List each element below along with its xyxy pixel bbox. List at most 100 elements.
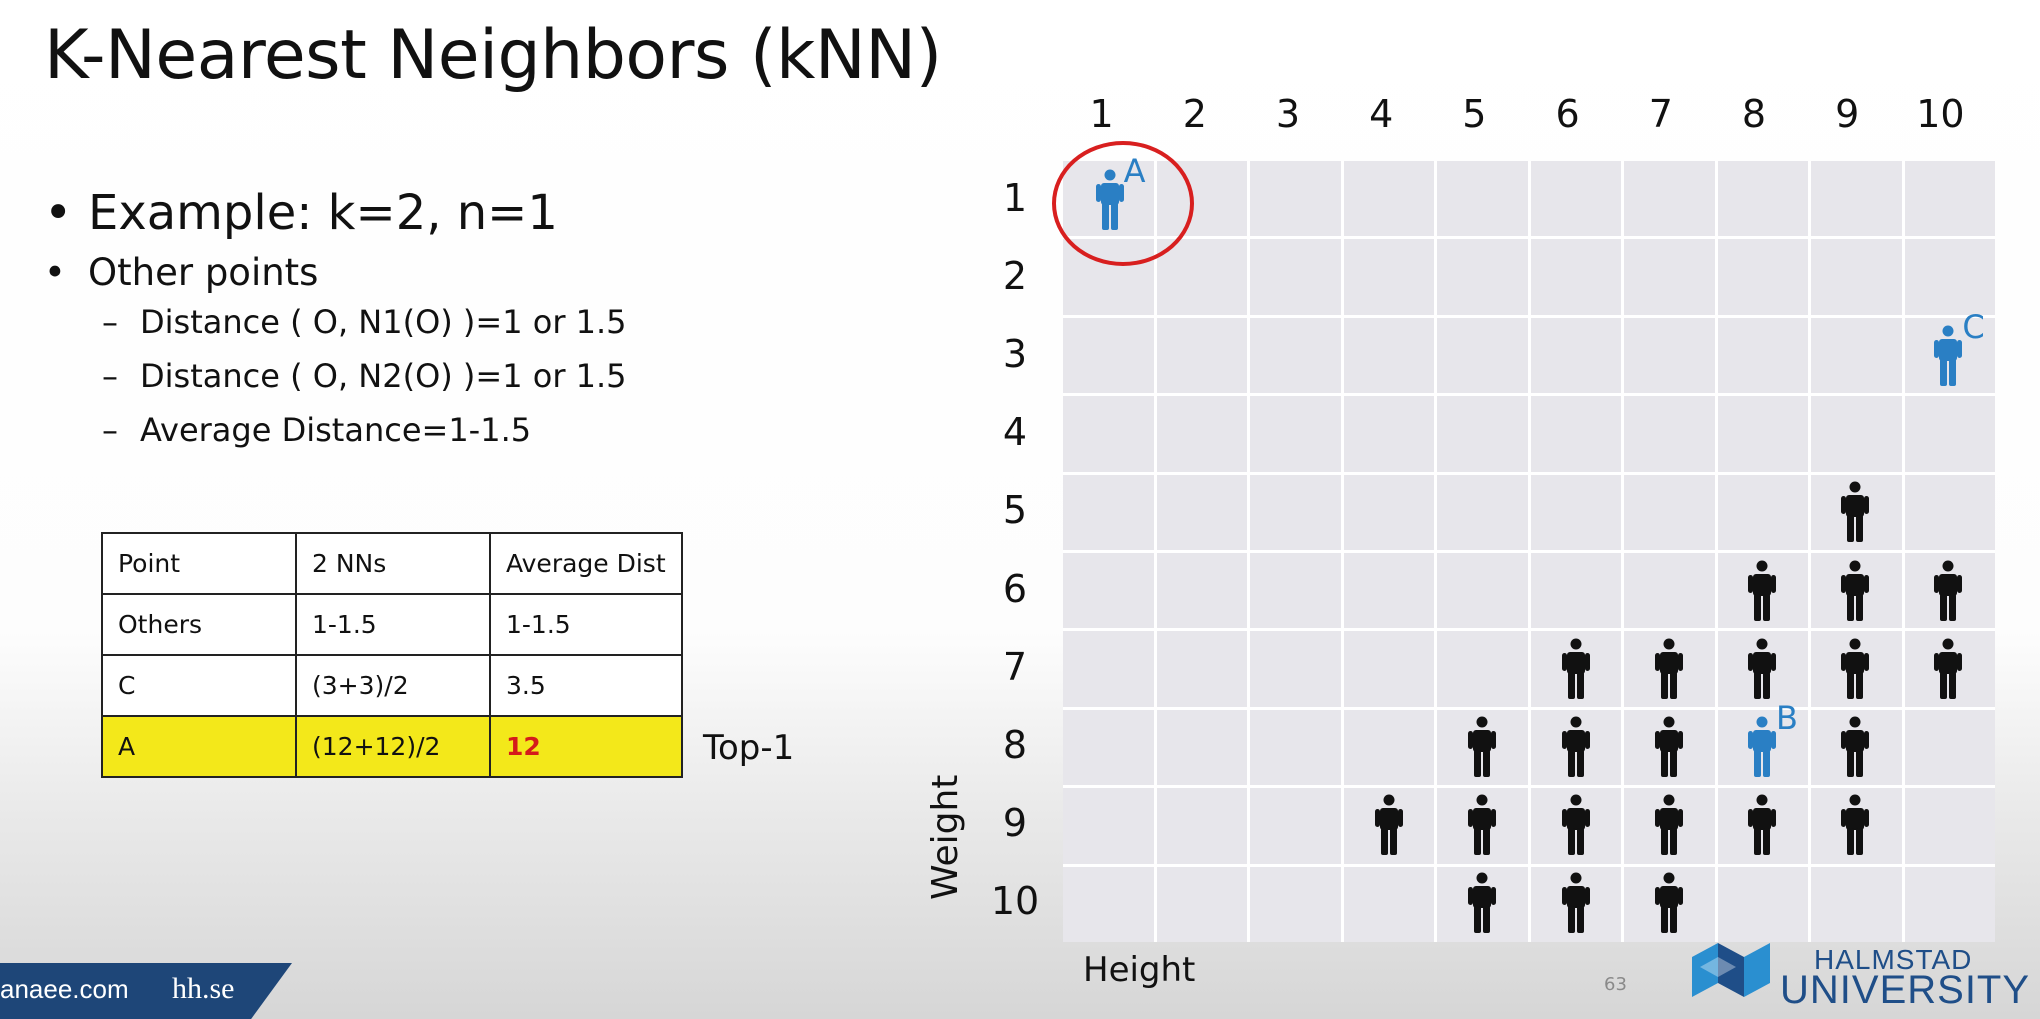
grid-cell bbox=[1904, 866, 1995, 942]
grid-cell bbox=[1343, 396, 1434, 472]
grid-cell bbox=[1624, 317, 1715, 394]
grid-cell bbox=[1624, 553, 1715, 629]
grid-cell bbox=[1156, 553, 1247, 629]
bullet-list: Example: k=2, n=1 Other points Distance … bbox=[44, 185, 627, 465]
person-icon bbox=[1840, 560, 1870, 622]
grid-cell bbox=[1250, 161, 1341, 237]
row-label: 6 bbox=[1002, 566, 1028, 611]
person-icon bbox=[1561, 638, 1591, 700]
sub-bullet-distance-1: Distance ( O, N1(O) )=1 or 1.5 bbox=[44, 303, 627, 357]
grid-cell bbox=[1250, 709, 1341, 786]
table-cell: 3.5 bbox=[489, 654, 683, 717]
grid-cell bbox=[1250, 239, 1341, 315]
grid-cell bbox=[1156, 474, 1247, 550]
table-header-row: Point 2 NNs Average Dist bbox=[101, 532, 683, 595]
grid-cell bbox=[1063, 474, 1154, 550]
grid-cell bbox=[1343, 317, 1434, 394]
row-label: 5 bbox=[1002, 488, 1028, 533]
person-icon bbox=[1747, 638, 1777, 700]
row-label: 10 bbox=[990, 878, 1040, 923]
person-icon bbox=[1561, 716, 1591, 778]
point-label-b: B bbox=[1776, 698, 1798, 737]
point-label-c: C bbox=[1962, 308, 1985, 347]
grid-cell bbox=[1250, 474, 1341, 550]
grid-cell bbox=[1530, 239, 1621, 315]
grid-cell bbox=[1530, 396, 1621, 472]
grid-cell bbox=[1250, 317, 1341, 394]
column-label: 4 bbox=[1369, 92, 1394, 136]
grid-cell bbox=[1811, 866, 1902, 942]
grid-cell bbox=[1063, 396, 1154, 472]
footer-site-b[interactable]: hh.se bbox=[172, 972, 235, 1005]
person-icon bbox=[1654, 794, 1684, 856]
bullet-example: Example: k=2, n=1 bbox=[44, 185, 627, 251]
grid-cell bbox=[1250, 866, 1341, 942]
grid-cell bbox=[1250, 553, 1341, 629]
grid-cell bbox=[1904, 474, 1995, 550]
grid-cell bbox=[1717, 161, 1808, 237]
grid-cell bbox=[1437, 239, 1528, 315]
table-header: 2 NNs bbox=[295, 532, 491, 595]
column-label: 7 bbox=[1648, 92, 1673, 136]
column-label: 3 bbox=[1275, 92, 1301, 136]
grid-cell bbox=[1343, 161, 1434, 237]
row-label: 7 bbox=[1002, 644, 1028, 689]
x-axis-label: Height bbox=[1083, 950, 1196, 990]
table-cell: C bbox=[101, 654, 297, 717]
grid-cell bbox=[1156, 239, 1247, 315]
sub-bullet-distance-2: Distance ( O, N2(O) )=1 or 1.5 bbox=[44, 357, 627, 411]
person-icon bbox=[1933, 638, 1963, 700]
grid-cell bbox=[1717, 239, 1808, 315]
table-cell: 1-1.5 bbox=[489, 593, 683, 656]
grid-cell bbox=[1063, 631, 1154, 707]
grid-cell bbox=[1904, 788, 1995, 864]
person-icon bbox=[1561, 794, 1591, 856]
grid-cell bbox=[1156, 866, 1247, 942]
sub-bullet-average: Average Distance=1-1.5 bbox=[44, 411, 627, 465]
column-label: 2 bbox=[1182, 92, 1207, 136]
grid-cell bbox=[1717, 866, 1808, 942]
footer-site-a[interactable]: anaee.com bbox=[0, 974, 129, 1004]
page-number: 63 bbox=[1604, 974, 1627, 995]
grid-cell bbox=[1063, 317, 1154, 394]
person-icon bbox=[1840, 638, 1870, 700]
grid-cell bbox=[1343, 709, 1434, 786]
grid-cell bbox=[1250, 788, 1341, 864]
person-icon bbox=[1747, 560, 1777, 622]
grid-cell bbox=[1624, 239, 1715, 315]
row-label: 2 bbox=[1002, 254, 1028, 299]
row-label: 8 bbox=[1002, 722, 1028, 767]
person-icon-c bbox=[1933, 325, 1963, 387]
table-cell: 1-1.5 bbox=[295, 593, 491, 656]
column-label: 10 bbox=[1916, 92, 1965, 136]
grid-cell bbox=[1437, 396, 1528, 472]
grid-cell bbox=[1156, 396, 1247, 472]
grid-cell bbox=[1530, 553, 1621, 629]
university-logo-icon bbox=[1692, 943, 1770, 997]
grid-cell bbox=[1343, 474, 1434, 550]
person-icon bbox=[1654, 638, 1684, 700]
y-axis-label: Weight bbox=[925, 774, 966, 900]
grid-cell bbox=[1437, 161, 1528, 237]
column-label: 9 bbox=[1835, 92, 1860, 136]
grid-cell bbox=[1811, 396, 1902, 472]
column-label: 1 bbox=[1089, 92, 1114, 136]
table-row-highlighted: A (12+12)/2 12 bbox=[101, 715, 683, 778]
grid-cell bbox=[1156, 631, 1247, 707]
person-icon bbox=[1374, 794, 1404, 856]
column-label: 5 bbox=[1462, 92, 1487, 136]
table-header: Point bbox=[101, 532, 297, 595]
grid-cell bbox=[1156, 709, 1247, 786]
person-icon-b bbox=[1747, 716, 1777, 778]
person-icon bbox=[1467, 794, 1497, 856]
grid-cell bbox=[1156, 317, 1247, 394]
row-label: 9 bbox=[1002, 800, 1028, 845]
table-row: C (3+3)/2 3.5 bbox=[101, 654, 683, 717]
table-cell: (3+3)/2 bbox=[295, 654, 491, 717]
grid-cell bbox=[1624, 396, 1715, 472]
grid-cell bbox=[1811, 239, 1902, 315]
grid-cell bbox=[1717, 396, 1808, 472]
table-header: Average Dist bbox=[489, 532, 683, 595]
grid-cell bbox=[1624, 474, 1715, 550]
person-icon bbox=[1933, 560, 1963, 622]
